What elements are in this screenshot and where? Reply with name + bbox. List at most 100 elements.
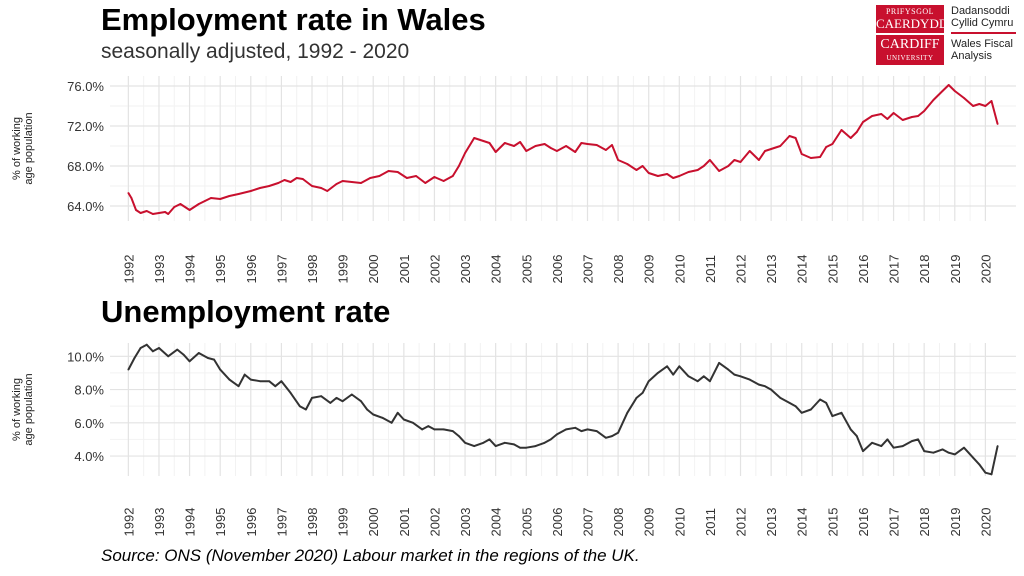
data-point — [415, 175, 417, 177]
x-tick-label: 1995 — [213, 508, 228, 537]
x-tick-label: 2012 — [734, 255, 749, 284]
x-tick-label: 2020 — [978, 255, 993, 284]
data-point — [862, 450, 864, 452]
data-point — [901, 119, 904, 121]
x-tick-label: 2011 — [703, 255, 718, 283]
data-point — [990, 100, 993, 102]
y-axis-label: % of workingage population — [11, 112, 35, 184]
data-point — [295, 177, 298, 179]
data-point — [433, 428, 436, 431]
logo-english-line2: Analysis — [951, 50, 992, 62]
data-point — [280, 380, 283, 383]
data-point — [917, 115, 919, 117]
data-point — [678, 175, 681, 177]
x-tick-label: 2019 — [948, 255, 963, 284]
y-tick-label: 8.0% — [74, 383, 104, 398]
x-tick-label: 1999 — [336, 508, 351, 537]
x-tick-label: 2006 — [550, 508, 565, 537]
y-tick-label: 10.0% — [67, 349, 104, 364]
x-tick-label: 2011 — [703, 508, 718, 536]
data-point — [886, 438, 889, 441]
data-point — [513, 145, 515, 147]
data-point — [473, 445, 476, 447]
data-point — [488, 142, 491, 144]
data-point — [320, 395, 323, 398]
data-point — [360, 400, 362, 403]
data-point — [565, 145, 567, 147]
data-point — [984, 471, 987, 474]
data-point — [757, 159, 760, 161]
data-point — [494, 445, 497, 447]
data-point — [135, 209, 137, 211]
data-point — [923, 450, 926, 452]
data-point — [549, 147, 552, 149]
data-point — [350, 393, 353, 396]
data-point — [145, 210, 148, 212]
x-tick-label: 2010 — [672, 508, 687, 537]
data-point — [978, 103, 981, 105]
data-point — [840, 129, 843, 131]
data-point — [932, 99, 935, 101]
unemployment-chart: 4.0% 6.0% 8.0% 10.0% 1992 1993 1994 1995 1996 199… — [11, 343, 1016, 536]
x-tick-label: 2018 — [917, 508, 932, 537]
data-point — [549, 438, 552, 441]
y-axis-label: % of workingage population — [11, 373, 35, 445]
data-point — [635, 396, 638, 399]
data-point — [709, 159, 711, 161]
data-point — [301, 178, 304, 180]
data-point — [387, 170, 390, 172]
data-point — [158, 347, 160, 349]
data-point — [941, 90, 944, 92]
data-point — [862, 121, 864, 123]
data-point — [656, 175, 659, 177]
data-point — [188, 209, 191, 211]
series-line — [127, 343, 999, 476]
chart-subtitle: seasonally adjusted, 1992 - 2020 — [101, 40, 410, 63]
logo-welsh-line2: Cyllid Cymru — [951, 17, 1014, 29]
data-point — [687, 375, 690, 378]
logo-text-caerdydd: CAERDYDD — [876, 16, 949, 31]
data-point — [911, 440, 913, 442]
data-point — [825, 146, 828, 148]
data-point — [139, 347, 142, 349]
data-point — [188, 360, 191, 363]
employment-chart: 64.0% 68.0% 72.0% 76.0% 1992 1993 1994 1995 1996… — [11, 76, 1016, 283]
data-point — [718, 362, 721, 364]
y-tick-label: 72.0% — [67, 119, 104, 134]
data-point — [534, 445, 537, 447]
x-tick-label: 2002 — [427, 255, 442, 284]
x-tick-label: 2015 — [825, 255, 840, 284]
data-point — [947, 84, 950, 86]
data-point — [595, 144, 598, 146]
data-point — [626, 411, 629, 414]
data-point — [259, 187, 261, 189]
y-tick-label: 4.0% — [74, 449, 104, 464]
data-point — [494, 151, 497, 153]
data-point — [130, 197, 133, 199]
data-point — [219, 198, 222, 200]
x-tick-label: 2015 — [825, 508, 840, 537]
data-point — [770, 388, 773, 391]
data-point — [794, 405, 797, 408]
data-point — [555, 150, 558, 152]
data-point — [473, 137, 476, 139]
data-point — [320, 187, 323, 189]
data-point — [611, 435, 613, 437]
data-point — [555, 433, 558, 436]
data-point — [819, 156, 822, 158]
logo-welsh-line1: Dadansoddi — [951, 5, 1010, 17]
data-point — [366, 408, 369, 411]
data-point — [586, 143, 589, 145]
data-point — [764, 150, 766, 152]
chart-title: Employment rate in Wales — [101, 2, 486, 37]
data-point — [173, 206, 176, 208]
data-point — [427, 425, 430, 428]
data-point — [268, 185, 271, 187]
data-point — [702, 375, 705, 378]
data-point — [947, 451, 950, 454]
data-point — [543, 441, 546, 444]
data-point — [880, 445, 883, 447]
data-point — [243, 373, 246, 376]
data-point — [953, 453, 956, 456]
